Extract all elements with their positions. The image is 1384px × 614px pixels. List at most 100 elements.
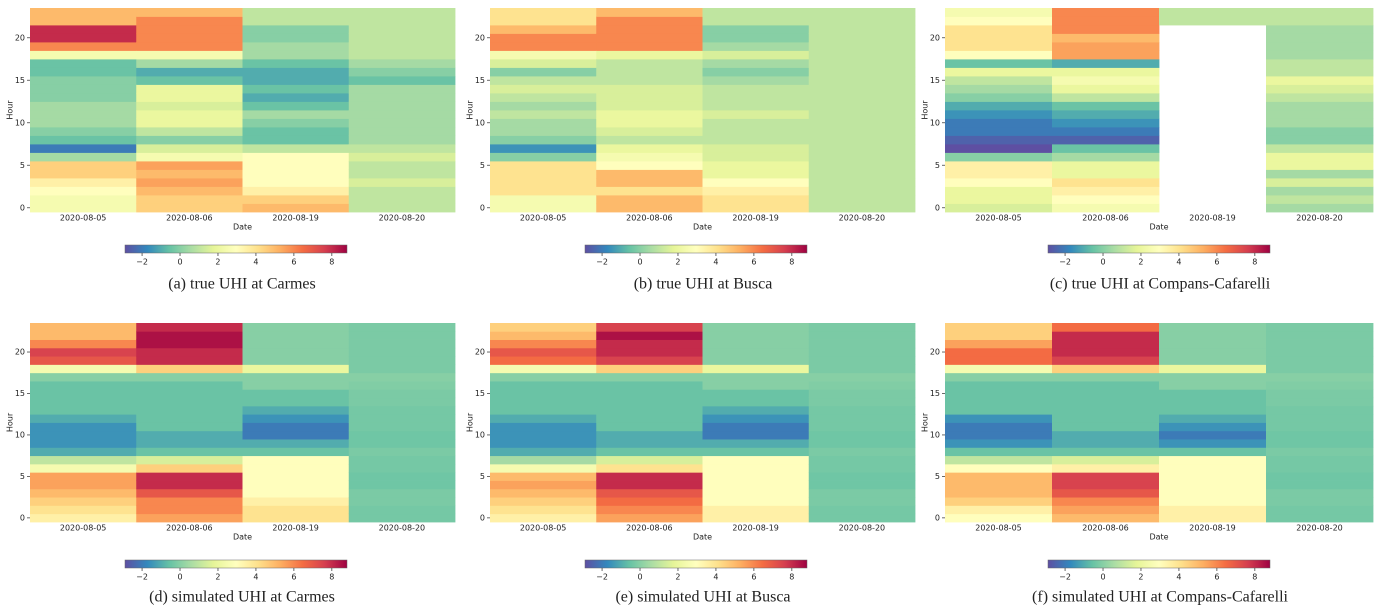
heatmap-cell (1266, 405, 1374, 415)
heatmap-cell (1052, 439, 1160, 448)
heatmap-cell (945, 430, 1053, 440)
heatmap-cell (136, 33, 243, 43)
heatmap-cell (1052, 447, 1160, 457)
y-tick-label: 5 (480, 161, 485, 170)
colorbar-tick-label: 8 (789, 258, 794, 267)
heatmap-cell (1052, 389, 1160, 399)
heatmap-cell (1052, 59, 1160, 68)
heatmap-cell (490, 33, 597, 43)
heatmap-cell (30, 497, 137, 506)
heatmap-cell (242, 118, 350, 128)
heatmap-cell (945, 186, 1053, 196)
heatmap-cell (808, 513, 916, 523)
heatmap-cell (242, 513, 350, 523)
x-tick-label: 2020-08-05 (60, 524, 107, 533)
heatmap-cell (30, 472, 137, 481)
heatmap-cell (348, 178, 456, 187)
heatmap-cell (702, 33, 810, 43)
heatmap-cell (1266, 372, 1374, 382)
heatmap-cell (596, 127, 703, 136)
colorbar-tick-label: −2 (136, 573, 148, 582)
heatmap-cell (945, 372, 1053, 382)
heatmap-cell (242, 110, 350, 119)
heatmap-cell (490, 430, 597, 440)
heatmap-cell (945, 439, 1053, 448)
heatmap-cell (490, 463, 597, 473)
heatmap-cell (596, 372, 703, 382)
heatmap-cell (945, 169, 1053, 179)
heatmap-cell (348, 195, 456, 204)
y-tick-label: 0 (480, 203, 485, 212)
heatmap-cell (136, 42, 243, 51)
heatmap-cell (30, 42, 137, 51)
heatmap-cell (702, 25, 810, 34)
heatmap-cell (136, 186, 243, 196)
heatmap-cell (596, 488, 703, 498)
y-tick-label: 15 (475, 76, 485, 85)
heatmap-cell (242, 364, 350, 374)
heatmap-cell (808, 397, 916, 407)
heatmap-cell (242, 33, 350, 43)
heatmap-cell (702, 430, 810, 440)
heatmap-cell (490, 59, 597, 68)
x-axis-label: Date (1149, 533, 1168, 542)
heatmap-cell (30, 169, 137, 179)
x-tick-label: 2020-08-19 (732, 524, 779, 533)
x-tick-label: 2020-08-06 (166, 214, 213, 223)
heatmap-cell (1052, 76, 1160, 85)
heatmap-cell (1159, 455, 1267, 465)
heatmap-cell (1052, 33, 1160, 43)
heatmap-cell (596, 497, 703, 506)
heatmap-cell (242, 472, 350, 481)
heatmap-cell (490, 497, 597, 506)
heatmap-cell (136, 178, 243, 187)
heatmap-cell (348, 169, 456, 179)
heatmap-cell (702, 161, 810, 170)
heatmap-cell (348, 33, 456, 43)
heatmap-cell (945, 480, 1053, 490)
heatmap-cell (1052, 397, 1160, 407)
heatmap-cell (1159, 405, 1267, 415)
heatmap-cell (30, 356, 137, 365)
heatmap-cell (596, 455, 703, 465)
heatmap-cell (136, 25, 243, 34)
heatmap-cell (490, 488, 597, 498)
heatmap-cell (30, 488, 137, 498)
heatmap-cell (1266, 135, 1374, 145)
y-tick-label: 0 (20, 513, 25, 522)
heatmap-cell (702, 84, 810, 94)
heatmap-cell (596, 186, 703, 196)
heatmap-cell (945, 50, 1053, 60)
heatmap-cell (348, 323, 456, 332)
heatmap-cell (30, 480, 137, 490)
heatmap-cell (596, 93, 703, 102)
heatmap-cell (30, 76, 137, 85)
heatmap-cell (808, 42, 916, 51)
heatmap-cell (348, 144, 456, 153)
heatmap-cell (1052, 144, 1160, 153)
heatmap-cell (596, 480, 703, 490)
x-tick-label: 2020-08-06 (166, 524, 213, 533)
heatmap-cell (348, 347, 456, 357)
colorbar-tick-label: 4 (253, 258, 258, 267)
heatmap-cell (808, 356, 916, 365)
heatmap-cell (136, 110, 243, 119)
heatmap-cell (945, 414, 1053, 423)
heatmap-cell (1159, 347, 1267, 357)
heatmap-cell (702, 93, 810, 102)
heatmap-cell (30, 118, 137, 128)
heatmap-cell (348, 339, 456, 349)
heatmap-cell (1266, 67, 1374, 77)
heatmap-cell (1052, 488, 1160, 498)
heatmap-cell (1159, 372, 1267, 382)
heatmap-cell (1052, 135, 1160, 145)
heatmap-cell (702, 169, 810, 179)
heatmap-cell (30, 422, 137, 432)
x-tick-label: 2020-08-20 (379, 524, 426, 533)
heatmap-cell (136, 381, 243, 390)
heatmap-cell (490, 76, 597, 85)
heatmap-cell (702, 16, 810, 26)
heatmap-cell (1052, 480, 1160, 490)
heatmap-cell (1159, 472, 1267, 481)
y-axis-label: Hour (466, 100, 475, 120)
